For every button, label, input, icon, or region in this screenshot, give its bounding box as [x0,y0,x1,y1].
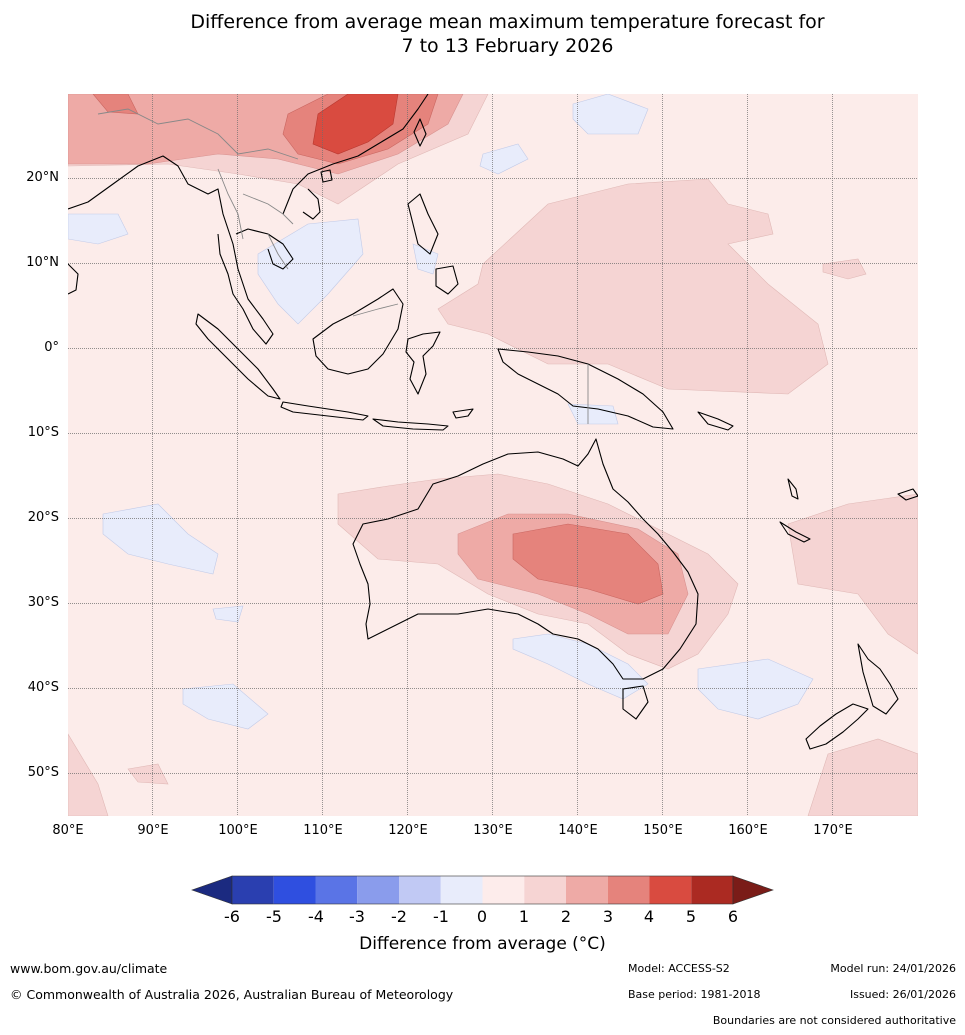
forecast-map [68,94,918,816]
colorbar-swatch [440,876,483,904]
colorbar-tick: 6 [727,907,739,926]
lat-label-20n: 20°N [26,170,59,185]
colorbar-swatch [691,876,733,904]
lon-label-140e: 140°E [558,823,598,838]
colorbar-tick: 0 [476,907,488,926]
anomaly-neg-1-0 [68,94,814,730]
colorbar-tick: 2 [560,907,572,926]
colorbar-swatch [607,876,650,904]
colorbar-swatch [273,876,316,904]
colorbar-swatch [482,876,525,904]
lon-label-130e: 130°E [473,823,513,838]
map-title: Difference from average mean maximum tem… [0,10,965,58]
colorbar-tick: 3 [602,907,614,926]
footer-model-run: Model run: 24/01/2026 [830,962,956,975]
colorbar-tick: 4 [643,907,655,926]
lat-label-20s: 20°S [27,510,59,525]
lon-label-90e: 90°E [137,823,169,838]
footer-base-period: Base period: 1981-2018 [628,988,761,1001]
colorbar-tick: 5 [685,907,697,926]
colorbar-label: Difference from average (°C) [359,934,606,954]
map-canvas [68,94,918,816]
lon-label-110e: 110°E [303,823,343,838]
coastlines [68,94,918,750]
footer-issued: Issued: 26/01/2026 [849,988,956,1001]
footer-url[interactable]: www.bom.gov.au/climate [10,961,168,976]
title-line-1: Difference from average mean maximum tem… [190,11,825,33]
colorbar-tick: -5 [266,907,282,926]
borders [97,108,589,424]
colorbar-tick: -3 [349,907,365,926]
footer-copyright: © Commonwealth of Australia 2026, Austra… [10,987,454,1002]
lon-label-160e: 160°E [728,823,768,838]
colorbar-over-arrow [732,875,774,905]
colorbar-swatch [315,876,358,904]
colorbar-tick: -2 [391,907,407,926]
lat-label-30s: 30°S [27,595,59,610]
title-line-2: 7 to 13 February 2026 [401,35,614,57]
lon-label-100e: 100°E [218,823,258,838]
colorbar-tick: -6 [224,907,240,926]
colorbar [191,875,774,905]
footer-disclaimer: Boundaries are not considered authoritat… [712,1014,956,1027]
lon-label-120e: 120°E [388,823,428,838]
lat-label-10n: 10°N [26,255,59,270]
colorbar-tick: 1 [518,907,530,926]
colorbar-tick: -4 [308,907,324,926]
anomaly-1-2 [68,94,918,816]
colorbar-swatch [649,876,692,904]
lon-label-80e: 80°E [52,823,84,838]
colorbar-swatch [357,876,399,904]
lat-label-10s: 10°S [27,425,59,440]
lat-label-0: 0° [44,340,59,355]
lat-label-50s: 50°S [27,765,59,780]
colorbar-under-arrow [191,875,233,905]
colorbar-swatch [399,876,441,904]
colorbar-swatches [232,876,733,904]
anomaly-4-5 [312,94,399,155]
colorbar-swatch [524,876,566,904]
graticule [68,94,918,816]
footer-model: Model: ACCESS-S2 [628,962,730,975]
colorbar-tick: -1 [433,907,449,926]
colorbar-swatch [232,876,274,904]
lon-label-150e: 150°E [643,823,683,838]
colorbar-swatch [566,876,608,904]
lat-label-40s: 40°S [27,680,59,695]
lon-label-170e: 170°E [813,823,853,838]
